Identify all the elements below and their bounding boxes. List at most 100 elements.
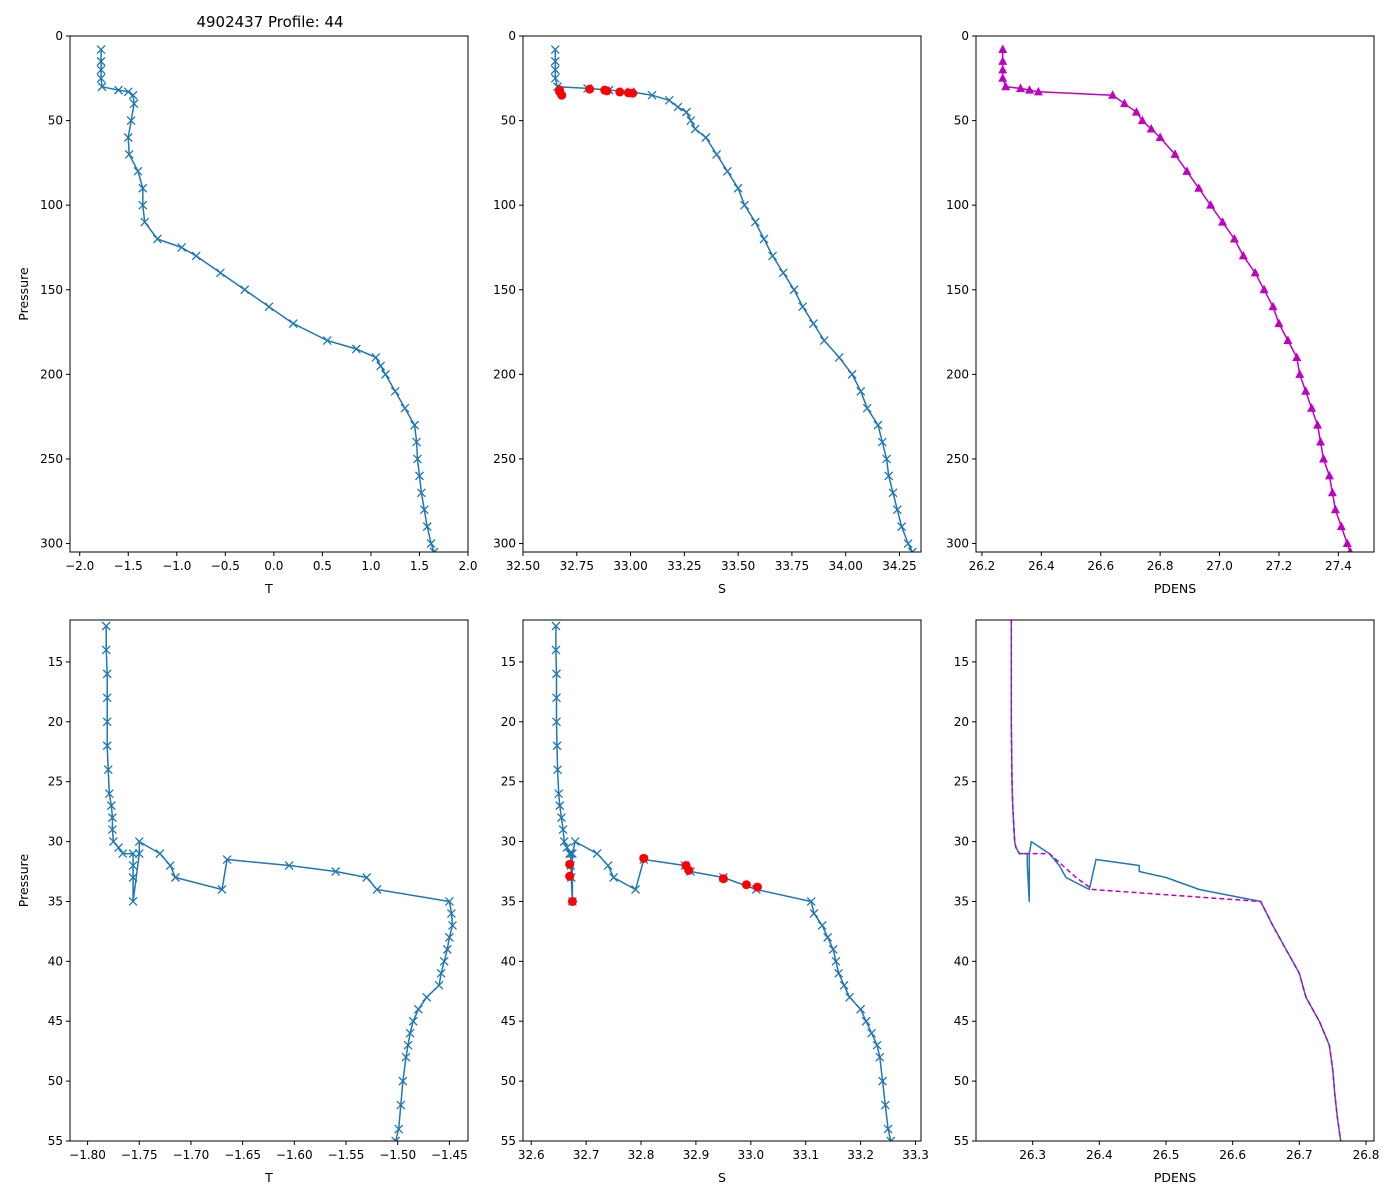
- data-point: [331, 867, 341, 876]
- x-tick-label: 26.2: [969, 559, 996, 573]
- data-point: [878, 1076, 888, 1086]
- data-point: [322, 336, 332, 345]
- x-tick-label: 32.50: [506, 559, 540, 573]
- x-tick-label: 32.8: [628, 1148, 655, 1162]
- data-point: [394, 1124, 404, 1134]
- y-tick-label: 20: [48, 715, 63, 729]
- data-point: [603, 861, 613, 870]
- y-tick-label: 45: [48, 1014, 63, 1028]
- x-tick-label: 34.25: [882, 559, 916, 573]
- data-point: [1108, 90, 1118, 99]
- data-point: [778, 268, 788, 278]
- data-point: [1001, 81, 1011, 91]
- data-point: [123, 87, 133, 97]
- y-tick-label: 15: [501, 655, 516, 669]
- x-tick-label: 32.7: [573, 1148, 600, 1162]
- data-point: [391, 1136, 401, 1141]
- data-point: [216, 268, 225, 278]
- data-point: [1347, 547, 1353, 552]
- data-point: [96, 73, 106, 83]
- data-point: [101, 645, 111, 655]
- y-tick-label: 50: [48, 114, 63, 128]
- data-point: [809, 908, 819, 918]
- data-point: [123, 133, 133, 142]
- data-point: [907, 547, 917, 552]
- data-point: [1182, 166, 1192, 175]
- data-point: [817, 920, 827, 930]
- data-point: [555, 801, 565, 811]
- y-tick-label: 25: [501, 775, 516, 789]
- x-tick-label: 26.3: [1019, 1148, 1046, 1162]
- x-tick-label: 33.3: [902, 1148, 929, 1162]
- data-point: [1120, 98, 1130, 108]
- data-point: [434, 980, 444, 990]
- data-point: [831, 956, 841, 966]
- x-tick-label: −1.70: [173, 1148, 210, 1162]
- panel-top-left: −2.0 −1.5 −1.0 −0.5 0.0 0.5 1.0 1.5 2.0 0 50 100 150…: [16, 29, 478, 596]
- x-tick-label: 33.50: [721, 559, 755, 573]
- data-point: [390, 386, 400, 396]
- data-point: [1155, 132, 1165, 142]
- x-tick-label: −1.50: [379, 1148, 416, 1162]
- y-tick-label: 50: [954, 1074, 969, 1088]
- y-tick-label: 0: [961, 29, 969, 43]
- data-point: [102, 693, 112, 703]
- data-point: [177, 243, 187, 252]
- data-point: [609, 873, 619, 882]
- data-point: [839, 980, 849, 990]
- y-tick-label: 40: [954, 954, 969, 968]
- data-point: [1283, 335, 1293, 345]
- data-point: [128, 873, 138, 882]
- data-point: [240, 285, 250, 295]
- x-tick-label: 33.75: [775, 559, 809, 573]
- data-point: [998, 44, 1008, 54]
- panel-bottom-middle: 32.6 32.7 32.8 32.9 33.0 33.1 33.2 33.3 15 20 25 30…: [501, 619, 929, 1185]
- data-point: [552, 693, 561, 703]
- plot-area: [1010, 620, 1342, 1141]
- data-point: [97, 82, 107, 92]
- data-point: [101, 621, 111, 631]
- data-point: [138, 183, 148, 193]
- x-tick-label: 33.2: [847, 1148, 874, 1162]
- data-point: [96, 45, 106, 54]
- data-point: [398, 1076, 408, 1086]
- y-tick-label: 100: [493, 198, 516, 212]
- data-point: [1324, 470, 1334, 480]
- data-point: [422, 992, 432, 1002]
- data-point: [447, 908, 456, 918]
- data-point: [422, 522, 432, 532]
- data-point: [413, 454, 422, 464]
- plot-area: [101, 621, 457, 1141]
- data-point: [284, 861, 294, 870]
- series-line-1: [1010, 620, 1342, 1141]
- data-point: [998, 73, 1008, 82]
- data-point: [1024, 85, 1034, 94]
- data-point: [884, 471, 894, 481]
- flagged-point: [557, 90, 567, 100]
- flagged-point: [628, 88, 638, 98]
- data-point: [413, 1004, 423, 1014]
- data-point: [867, 1028, 877, 1038]
- data-point: [686, 116, 696, 126]
- x-tick-label: 0.5: [313, 559, 332, 573]
- data-point: [880, 1100, 890, 1110]
- y-tick-label: 150: [493, 283, 516, 297]
- data-point: [828, 944, 838, 954]
- data-point: [1319, 453, 1329, 463]
- data-point: [550, 45, 560, 54]
- y-tick-label: 50: [48, 1074, 63, 1088]
- data-point: [903, 539, 913, 549]
- data-point: [1274, 318, 1284, 328]
- y-tick-label: 30: [48, 835, 63, 849]
- data-point: [103, 765, 113, 775]
- data-point: [419, 505, 429, 515]
- y-tick-label: 0: [55, 29, 63, 43]
- data-point: [416, 488, 426, 498]
- data-point: [128, 90, 138, 100]
- y-tick-label: 35: [501, 894, 516, 908]
- data-point: [124, 149, 134, 159]
- data-point: [701, 133, 711, 142]
- x-tick-label: −1.75: [121, 1148, 158, 1162]
- data-point: [1016, 83, 1026, 92]
- data-point: [1170, 149, 1180, 158]
